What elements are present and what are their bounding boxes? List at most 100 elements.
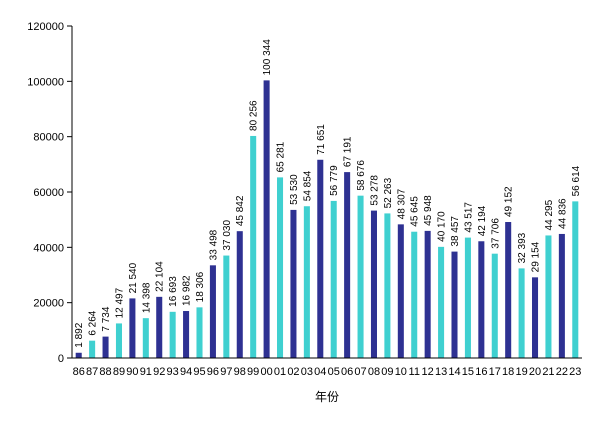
x-tick-label: 02	[287, 366, 299, 378]
x-tick-label: 15	[462, 366, 474, 378]
data-label: 38 457	[450, 216, 461, 247]
data-label: 56 614	[571, 165, 582, 196]
bar	[303, 206, 310, 358]
data-label: 45 948	[423, 195, 434, 226]
bar	[102, 336, 109, 358]
bar	[89, 340, 96, 358]
bar	[250, 135, 257, 358]
x-tick-label: 94	[180, 366, 192, 378]
bar	[572, 201, 579, 358]
x-tick-label: 06	[341, 366, 353, 378]
data-label: 71 651	[316, 124, 327, 155]
x-tick-label: 98	[234, 366, 246, 378]
x-tick-label: 12	[422, 366, 434, 378]
data-label: 53 278	[369, 175, 380, 206]
bar	[263, 80, 270, 359]
bar	[478, 241, 485, 358]
x-tick-label: 00	[260, 366, 272, 378]
bar	[505, 222, 512, 358]
data-label: 45 842	[235, 195, 246, 226]
x-tick-label: 21	[542, 366, 554, 378]
x-tick-label: 22	[556, 366, 568, 378]
data-label: 80 256	[249, 100, 260, 131]
x-tick-label: 13	[435, 366, 447, 378]
x-tick-label: 23	[569, 366, 581, 378]
bar	[129, 298, 136, 358]
data-label: 67 191	[343, 136, 354, 167]
x-tick-label: 92	[153, 366, 165, 378]
data-label: 22 104	[155, 261, 166, 292]
data-label: 58 676	[356, 160, 367, 191]
bar	[558, 233, 565, 358]
data-label: 43 517	[463, 202, 474, 233]
data-label: 7 734	[101, 306, 112, 331]
data-label: 54 854	[302, 170, 313, 201]
data-label: 16 693	[168, 276, 179, 307]
data-label: 6 264	[88, 310, 99, 335]
y-axis: 0 20000 40000 60000 80000 100000 120000	[27, 21, 73, 365]
data-label: 65 281	[276, 141, 287, 172]
data-label: 37 030	[222, 220, 233, 251]
x-tick-label: 87	[86, 366, 98, 378]
data-label: 42 194	[477, 205, 488, 236]
bar	[183, 311, 190, 358]
data-label: 44 836	[557, 198, 568, 229]
bar	[464, 237, 471, 358]
x-tick-label: 96	[207, 366, 219, 378]
data-label: 18 306	[195, 271, 206, 302]
bar	[330, 200, 337, 358]
bar	[290, 209, 297, 358]
x-tick-label: 17	[489, 366, 501, 378]
y-tick-label: 20000	[33, 298, 64, 310]
bar	[236, 231, 243, 358]
bar	[518, 268, 525, 358]
bar	[75, 352, 82, 358]
data-label: 21 540	[128, 262, 139, 293]
y-tick-label: 0	[58, 353, 64, 365]
data-label: 37 706	[490, 218, 501, 249]
x-axis-title: 年份	[315, 390, 339, 404]
x-tick-label: 89	[113, 366, 125, 378]
bar	[115, 323, 122, 358]
x-tick-label: 20	[529, 366, 541, 378]
bar	[142, 318, 149, 358]
x-tick-label: 97	[220, 366, 232, 378]
bar	[438, 246, 445, 358]
x-tick-label: 95	[193, 366, 205, 378]
x-tick-label: 99	[247, 366, 259, 378]
x-tick-label: 14	[448, 366, 460, 378]
x-tick-label: 93	[167, 366, 179, 378]
x-tick-label: 90	[126, 366, 138, 378]
data-label: 48 307	[396, 188, 407, 219]
x-tick-label: 16	[475, 366, 487, 378]
x-tick-label: 91	[140, 366, 152, 378]
bar	[277, 177, 284, 358]
data-label: 53 530	[289, 174, 300, 205]
y-tick-label: 60000	[33, 187, 64, 199]
x-tick-label: 03	[301, 366, 313, 378]
data-label: 45 645	[410, 196, 421, 227]
y-tick-label: 120000	[27, 21, 64, 33]
bar	[196, 307, 203, 358]
bar	[397, 224, 404, 358]
bar	[451, 251, 458, 358]
x-tick-label: 11	[409, 366, 420, 378]
y-tick-label: 40000	[33, 242, 64, 254]
data-label: 32 393	[517, 232, 528, 263]
y-tick-label: 80000	[33, 132, 64, 144]
data-label: 16 982	[182, 275, 193, 306]
bar	[223, 255, 230, 358]
data-label: 100 344	[262, 39, 273, 76]
data-label: 56 779	[329, 165, 340, 196]
bar	[357, 195, 364, 358]
y-tick-label: 100000	[27, 76, 64, 88]
bar	[411, 231, 418, 358]
bar	[370, 210, 377, 358]
bar	[169, 311, 176, 358]
x-tick-label: 10	[395, 366, 407, 378]
x-tick-label: 86	[73, 366, 85, 378]
bar	[344, 172, 351, 358]
x-tick-label: 01	[274, 366, 286, 378]
